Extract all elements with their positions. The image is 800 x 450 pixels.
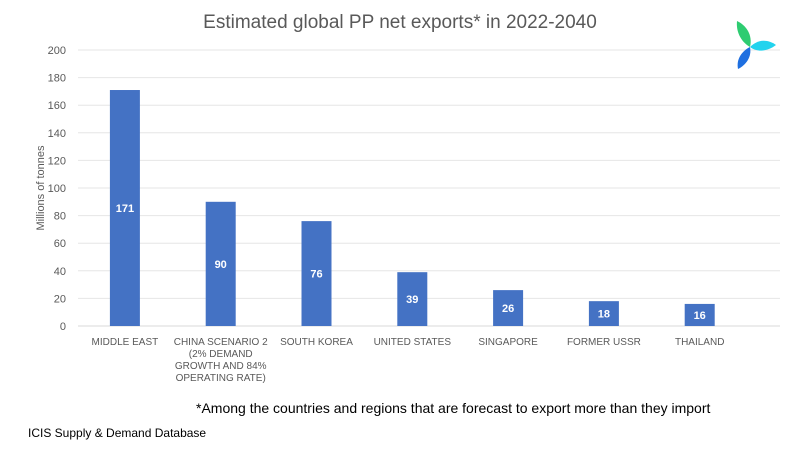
data-label: 90 — [215, 259, 227, 271]
y-tick-label: 180 — [48, 73, 66, 85]
footnote: *Among the countries and regions that ar… — [196, 400, 711, 416]
y-tick-label: 160 — [48, 100, 66, 112]
x-tick-label: GROWTH AND 84% — [175, 361, 267, 372]
data-label: 16 — [694, 310, 706, 322]
data-label: 18 — [598, 309, 610, 321]
y-tick-label: 80 — [54, 211, 66, 223]
x-tick-label: FORMER USSR — [567, 337, 641, 348]
bar — [301, 221, 332, 326]
y-tick-label: 140 — [48, 128, 66, 140]
bar — [205, 201, 236, 326]
bar — [109, 90, 140, 327]
x-tick-label: MIDDLE EAST — [92, 337, 159, 348]
x-tick-label: (2% DEMAND — [189, 349, 253, 360]
x-tick-label: UNITED STATES — [374, 337, 452, 348]
y-tick-label: 120 — [48, 155, 66, 167]
y-axis-label: Millions of tonnes — [35, 145, 47, 230]
x-tick-label: SOUTH KOREA — [280, 337, 353, 348]
x-tick-label: OPERATING RATE) — [176, 373, 266, 384]
bar — [493, 290, 524, 326]
bar — [684, 303, 715, 326]
data-label: 76 — [310, 269, 322, 281]
source-label: ICIS Supply & Demand Database — [28, 426, 207, 440]
bar — [397, 272, 428, 326]
y-tick-label: 20 — [54, 293, 66, 305]
y-tick-label: 100 — [48, 183, 66, 195]
x-tick-label: CHINA SCENARIO 2 — [174, 337, 268, 348]
bar — [588, 301, 619, 326]
y-tick-label: 60 — [54, 238, 66, 250]
y-tick-label: 0 — [60, 321, 66, 333]
x-tick-label: SINGAPORE — [478, 337, 538, 348]
data-label: 39 — [406, 294, 418, 306]
chart-title: Estimated global PP net exports* in 2022… — [203, 12, 597, 33]
data-label: 171 — [116, 203, 134, 215]
y-tick-label: 200 — [48, 45, 66, 57]
y-tick-label: 40 — [54, 266, 66, 278]
x-tick-label: THAILAND — [675, 337, 724, 348]
data-label: 26 — [502, 303, 514, 315]
